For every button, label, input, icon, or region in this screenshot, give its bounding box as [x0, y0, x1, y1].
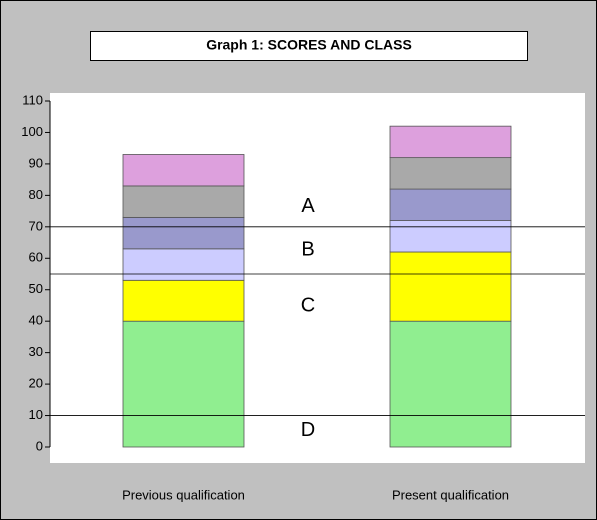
y-tick-label: 20	[29, 376, 43, 391]
y-tick-label: 30	[29, 344, 43, 359]
x-tick-label: Previous qualification	[122, 487, 245, 502]
bar-segment	[122, 216, 245, 250]
bar-segment	[122, 154, 245, 187]
y-tick-label: 10	[29, 407, 43, 422]
bar-segment	[389, 251, 512, 322]
x-tick-label: Present qualification	[392, 487, 509, 502]
y-tick-label: 70	[29, 218, 43, 233]
bar-segment	[122, 279, 245, 322]
bar-segment	[122, 185, 245, 218]
y-tick-label: 100	[21, 124, 43, 139]
bar-segment	[389, 188, 512, 221]
bar-segment	[122, 248, 245, 281]
bar-segment	[389, 125, 512, 159]
bar-segment	[389, 320, 512, 448]
y-tick-label: 40	[29, 313, 43, 328]
y-tick-label: 50	[29, 281, 43, 296]
title-box	[90, 31, 528, 61]
bar-segment	[389, 220, 512, 253]
bar-segment	[122, 320, 245, 448]
class-label: D	[301, 419, 315, 441]
y-tick-label: 80	[29, 187, 43, 202]
class-label: A	[301, 195, 315, 217]
class-label: C	[301, 294, 315, 316]
y-tick-label: 90	[29, 155, 43, 170]
chart-title: Graph 1: SCORES AND CLASS	[206, 37, 412, 53]
y-tick-label: 110	[22, 92, 43, 107]
bar-segment	[389, 157, 512, 190]
class-label: B	[301, 239, 314, 261]
y-tick-label: 0	[36, 438, 43, 453]
y-tick-label: 60	[29, 250, 43, 265]
